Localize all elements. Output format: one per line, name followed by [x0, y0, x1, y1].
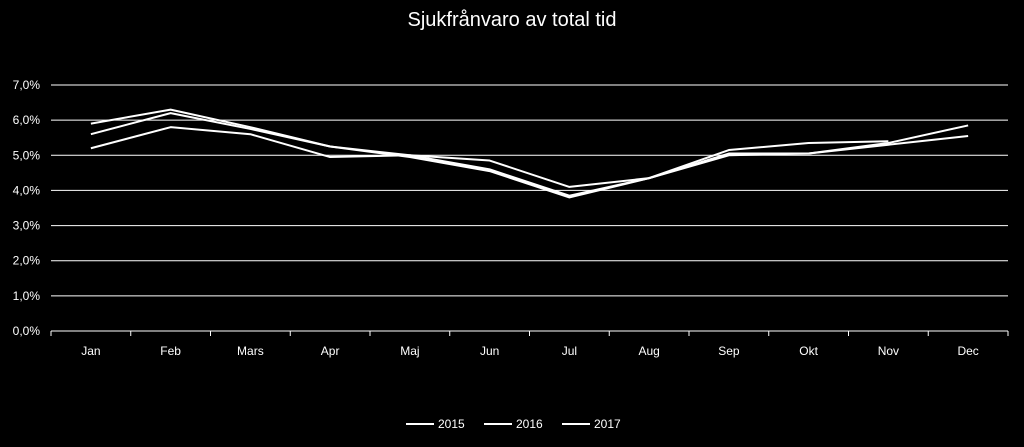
- x-tick-label: Sep: [718, 344, 740, 358]
- y-tick-label: 4,0%: [13, 183, 41, 197]
- legend-label-2017: 2017: [594, 417, 621, 431]
- chart-title: Sjukfrånvaro av total tid: [408, 9, 617, 31]
- x-tick-label: Feb: [160, 344, 181, 358]
- legend-label-2015: 2015: [438, 417, 465, 431]
- y-tick-label: 6,0%: [13, 113, 41, 127]
- series-line-2015: [90, 124, 969, 188]
- x-tick-label: Aug: [638, 344, 659, 358]
- legend-label-2016: 2016: [516, 417, 543, 431]
- y-tick-label: 5,0%: [13, 148, 41, 162]
- series-lines: [90, 108, 969, 199]
- y-tick-label: 7,0%: [13, 78, 41, 92]
- x-tick-label: Okt: [799, 344, 818, 358]
- y-axis-ticks: 0,0% 1,0% 2,0% 3,0% 4,0% 5,0% 6,0% 7,0%: [13, 78, 41, 338]
- y-tick-label: 2,0%: [13, 254, 41, 268]
- y-tick-label: 0,0%: [13, 324, 41, 338]
- y-tick-label: 3,0%: [13, 219, 41, 233]
- gridlines: [51, 84, 1008, 332]
- x-tick-label: Nov: [878, 344, 899, 358]
- x-tick-label: Jun: [480, 344, 499, 358]
- x-tick-label: Dec: [957, 344, 978, 358]
- series-line-2017: [90, 108, 969, 199]
- y-tick-label: 1,0%: [13, 289, 41, 303]
- x-tick-label: Jul: [562, 344, 577, 358]
- x-tick-label: Jan: [81, 344, 100, 358]
- x-tick-label: Apr: [321, 344, 340, 358]
- x-tick-label: Maj: [400, 344, 419, 358]
- x-axis-ticks: Jan Feb Mars Apr Maj Jun Jul Aug Sep Okt Nov Dec: [50, 331, 1009, 358]
- x-tick-label: Mars: [237, 344, 264, 358]
- legend: 2015 2016 2017: [406, 417, 621, 431]
